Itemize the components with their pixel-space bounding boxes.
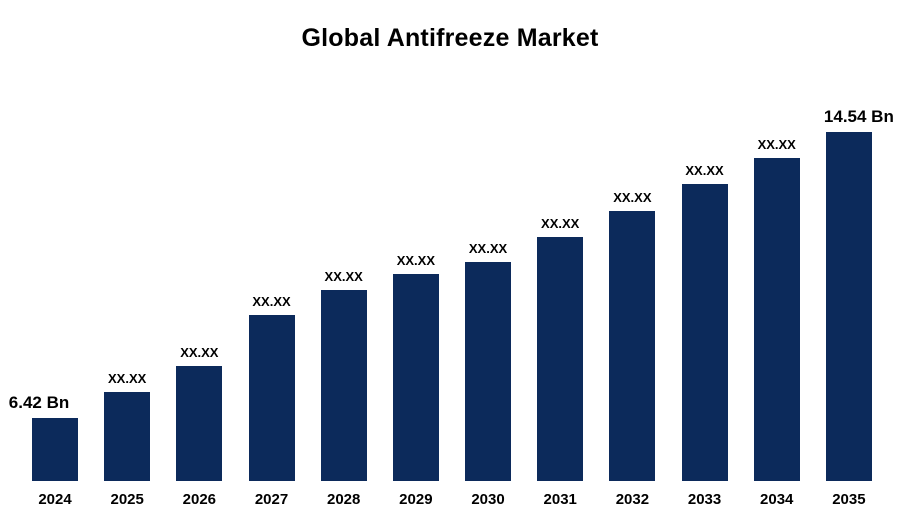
bar [681,184,728,481]
x-axis-tick-label: 2027 [254,491,289,508]
x-axis-tick-label: 2024 [38,491,72,508]
bar-column: XX.XX 2025 [104,371,151,508]
bar [320,290,367,481]
bar-value-label: XX.XX [541,216,580,231]
bar-value-label: 6.42 Bn [8,393,70,412]
bar-value-label: XX.XX [180,345,219,360]
bar-value-label: XX.XX [757,137,796,152]
bar-value-label: XX.XX [108,371,147,386]
x-axis-tick-label: 2031 [543,491,577,508]
bar-value-label: 14.54 Bn [823,107,894,126]
bar-value-label: XX.XX [396,253,435,268]
bar-column: XX.XX 2028 [320,269,367,508]
bar [32,418,78,481]
bar-column: XX.XX 2032 [609,190,656,508]
bar-value-label: XX.XX [252,294,291,309]
bar [753,158,800,481]
bar-column: XX.XX 2030 [465,241,512,508]
x-axis-tick-label: 2029 [399,491,433,508]
bar-column: XX.XX 2027 [248,294,295,508]
bar [104,392,151,481]
bar [825,132,872,481]
x-axis-tick-label: 2032 [615,491,650,508]
bar-column: 14.54 Bn 2035 [824,108,894,508]
bar-column: XX.XX 2033 [681,163,728,508]
plot-area: 6.42 Bn 2024 XX.XX 2025 XX.XX 2026 XX.XX 2027 XX… [9,108,894,508]
chart-title: Global Antifreeze Market [301,24,599,52]
x-axis-tick-label: 2035 [832,491,866,508]
bar-value-label: XX.XX [324,269,363,284]
bar-value-label: XX.XX [613,190,652,205]
x-axis-tick-label: 2033 [687,491,722,508]
bar [248,315,295,481]
bar [392,274,439,481]
bar-column: 6.42 Bn 2024 [9,394,78,508]
bar [609,211,656,481]
bar-value-label: XX.XX [685,163,724,178]
x-axis-tick-label: 2028 [327,491,361,508]
bar [176,366,223,481]
bar [465,262,512,481]
bar-value-label: XX.XX [468,241,508,256]
bar [537,237,584,481]
bar-column: XX.XX 2029 [392,253,439,508]
x-axis-tick-label: 2030 [471,491,505,508]
bar-column: XX.XX 2034 [753,137,800,508]
bar-column: XX.XX 2026 [176,345,223,508]
x-axis-tick-label: 2034 [760,491,794,508]
x-axis-tick-label: 2025 [110,491,144,508]
x-axis-tick-label: 2026 [182,491,217,508]
bar-column: XX.XX 2031 [537,216,584,508]
